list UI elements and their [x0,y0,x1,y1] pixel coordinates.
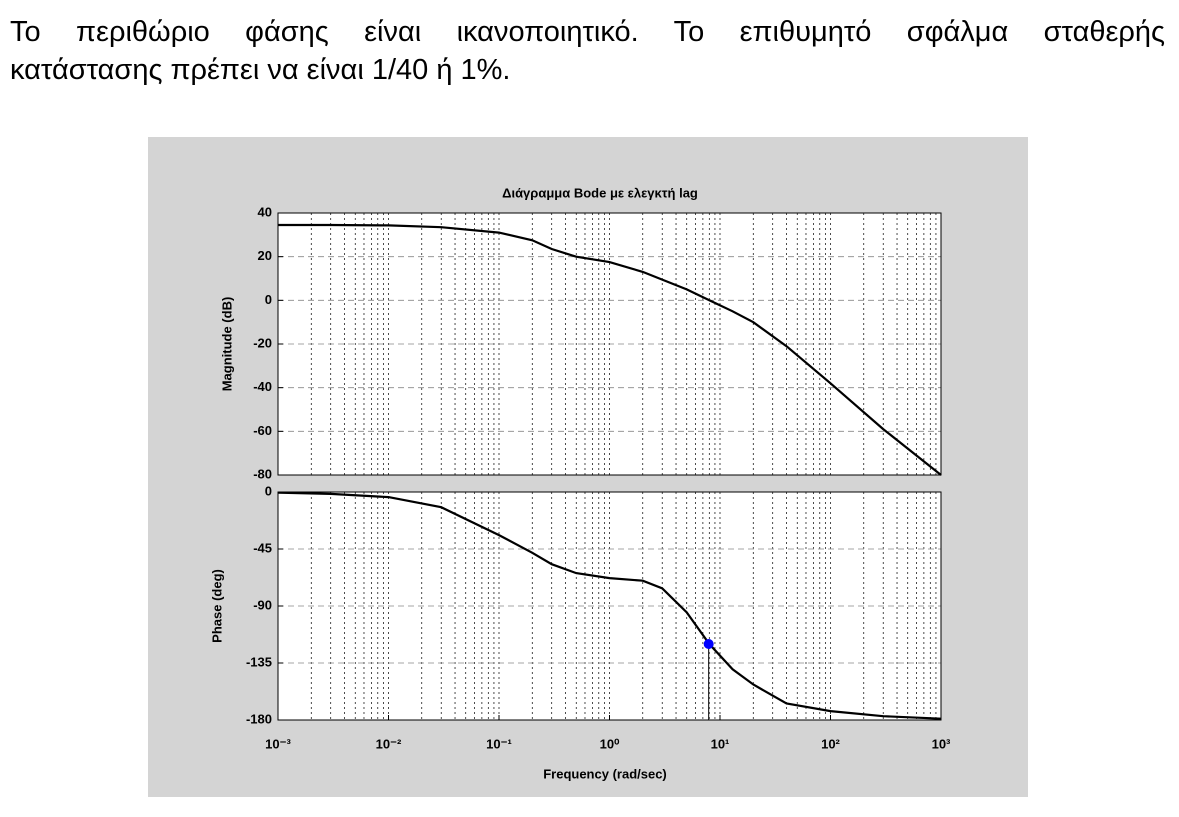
y-tick-label: -40 [253,379,272,394]
y-tick-label: -135 [246,654,272,669]
y-tick-label: -180 [246,711,272,726]
x-tick-label: 10⁻¹ [486,736,512,751]
line-series [277,491,942,720]
x-tick-label: 10³ [932,736,951,751]
y-tick-label: -60 [253,423,272,438]
y-tick-label: 20 [258,248,272,263]
x-tick-label: 10⁻² [376,736,402,751]
plot-border [277,212,942,476]
y-tick-label: -90 [253,597,272,612]
y-tick-label: 0 [265,292,272,307]
y-tick-label: 0 [265,483,272,498]
y-axis-label: Magnitude (dB) [219,297,234,392]
x-tick-label: 10² [821,736,840,751]
x-tick-label: 10¹ [711,736,730,751]
chart-title: Διάγραμμα Bode με ελεγκτή lag [502,185,698,200]
y-axis-label: Phase (deg) [209,569,224,643]
paragraph-line: κατάστασης πρέπει να είναι 1/40 ή 1%. [10,54,511,86]
y-tick-label: -80 [253,466,272,481]
line-series [278,223,942,476]
x-tick-label: 10⁰ [600,736,620,751]
y-tick-label: -45 [253,540,272,555]
paragraph-line: Το περιθώριο φάσης είναι ικανοποιητικό. … [10,16,1165,48]
marker [703,639,714,649]
y-tick-label: -20 [253,335,272,350]
x-axis-label: Frequency (rad/sec) [543,766,667,781]
plot-border [277,491,942,721]
x-tick-label: 10⁻³ [265,736,291,751]
y-tick-label: 40 [258,204,272,219]
